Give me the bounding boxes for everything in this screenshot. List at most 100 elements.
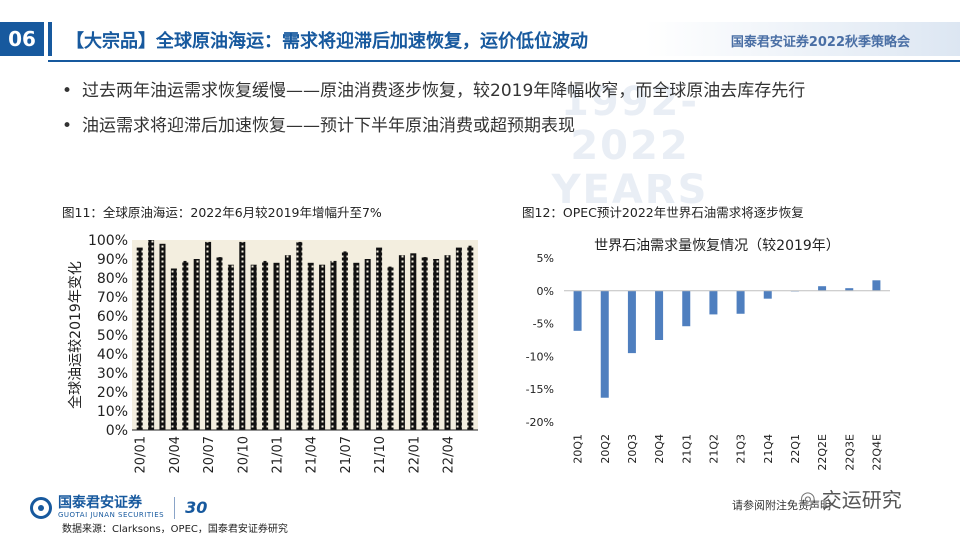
- y-tick-label: 10%: [97, 404, 128, 420]
- bullet-item: • 油运需求将迎滞后加速恢复——预计下半年原油消费或超预期表现: [62, 111, 805, 136]
- chart-11-svg: 0% 10% 20% 30% 40% 50% 60% 70% 80% 90% 100%全球油运较20…: [67, 233, 478, 473]
- y-tick-label: 70%: [97, 290, 128, 306]
- chart-11: 0% 10% 20% 30% 40% 50% 60% 70% 80% 90% 100% 全球油运较20…: [60, 224, 488, 490]
- disclaimer: 请参阅附注免责声明: [732, 499, 831, 512]
- y-axis-label: 全球油运较2019年变化: [67, 261, 84, 409]
- y-tick-label: 0%: [106, 423, 128, 439]
- bullet-text: 油运需求将迎滞后加速恢复——预计下半年原油消费或超预期表现: [82, 116, 575, 136]
- x-tick-label: 21Q4: [762, 434, 775, 464]
- y-tick-label: 40%: [97, 347, 128, 363]
- bar: [319, 264, 326, 430]
- bar: [655, 290, 664, 340]
- wechat-icon: ◎: [800, 488, 816, 509]
- y-tick-label: -20%: [526, 416, 554, 429]
- bullet-list: • 过去两年油运需求恢复缓慢——原油消费逐步恢复，较2019年降幅收窄，而全球原油…: [62, 76, 805, 146]
- x-tick-label: 21/01: [271, 436, 286, 473]
- x-tick-label: 20/04: [168, 436, 183, 473]
- bar: [284, 255, 291, 430]
- bar: [170, 268, 177, 430]
- bar: [307, 262, 314, 430]
- bar: [273, 262, 280, 430]
- logo-cn: 国泰君安证券: [58, 495, 142, 511]
- y-tick-label: -15%: [526, 383, 554, 396]
- y-tick-label: 20%: [97, 385, 128, 401]
- bar: [250, 264, 257, 430]
- anniversary-badge: 30: [185, 498, 208, 517]
- bar: [763, 290, 772, 299]
- bar: [330, 260, 337, 430]
- bar: [227, 264, 234, 430]
- bar: [216, 257, 223, 430]
- chart-12-svg: 世界石油需求量恢复情况（较2019年） 5% 0% -5% -10% -15% -20% 20…: [526, 237, 890, 471]
- bar: [262, 260, 269, 430]
- y-tick-label: 100%: [88, 233, 128, 249]
- data-source: 数据来源：Clarksons，OPEC，国泰君安证券研究: [62, 524, 288, 535]
- y-tick-label: 5%: [537, 252, 554, 265]
- chart-title: 世界石油需求量恢复情况（较2019年）: [594, 237, 840, 254]
- bar: [296, 241, 303, 430]
- figure-11-caption: 图11：全球原油海运：2022年6月较2019年增幅升至7%: [62, 205, 382, 220]
- header-bar: [48, 22, 960, 56]
- y-tick-label: 0%: [537, 285, 554, 298]
- x-tick-label: 22/04: [442, 436, 457, 473]
- conference-name: 国泰君安证券2022秋季策略会: [730, 35, 910, 50]
- bar: [387, 266, 394, 430]
- y-tick-label: 80%: [97, 271, 128, 287]
- y-tick-label: -5%: [533, 318, 554, 331]
- figure-12-caption: 图12：OPEC预计2022年世界石油需求将逐步恢复: [522, 205, 804, 220]
- bullet-item: • 过去两年油运需求恢复缓慢——原油消费逐步恢复，较2019年降幅收窄，而全球原油…: [62, 76, 805, 101]
- bar: [205, 241, 212, 430]
- bar: [455, 247, 462, 430]
- x-tick-label: 21Q2: [707, 434, 720, 464]
- logo-separator: [174, 496, 176, 519]
- logo-mark-icon: [30, 496, 52, 519]
- y-tick-label: 30%: [97, 366, 128, 382]
- bar: [398, 255, 405, 430]
- bar: [410, 253, 417, 430]
- x-tick-label: 21Q3: [735, 434, 748, 464]
- x-tick-label: 21Q1: [680, 434, 693, 464]
- bar: [600, 290, 609, 398]
- y-tick-label: -10%: [526, 350, 554, 363]
- chart-12: 世界石油需求量恢复情况（较2019年） 5% 0% -5% -10% -15% -20% 20…: [518, 224, 900, 490]
- bar: [193, 259, 200, 430]
- x-tick-label: 22Q1: [789, 434, 802, 464]
- wechat-account: ◎ 交运研究: [800, 484, 902, 513]
- bar: [709, 290, 718, 315]
- x-tick-label: 20/10: [236, 436, 251, 473]
- bar: [444, 255, 451, 430]
- header: 06 【大宗品】全球原油海运：需求将迎滞后加速恢复，运价低位波动 国泰君安证券2…: [0, 0, 960, 62]
- bar: [182, 260, 189, 430]
- bullet-dot-icon: •: [62, 116, 73, 136]
- y-tick-label: 50%: [97, 328, 128, 344]
- bar: [136, 247, 143, 430]
- x-tick-label: 20/01: [134, 436, 149, 473]
- bar: [159, 243, 166, 430]
- bar: [421, 257, 428, 430]
- bar: [376, 247, 383, 430]
- bar: [148, 240, 155, 430]
- logo-en: GUOTAI JUNAN SECURITIES: [58, 511, 165, 519]
- page-number: 06: [0, 22, 44, 56]
- bar: [239, 241, 246, 430]
- x-tick-label: 22Q3E: [843, 434, 856, 471]
- x-tick-label: 21/10: [373, 436, 388, 473]
- y-tick-label: 90%: [97, 252, 128, 268]
- page-title: 【大宗品】全球原油海运：需求将迎滞后加速恢复，运价低位波动: [66, 31, 588, 52]
- x-tick-label: 20Q4: [653, 434, 666, 464]
- x-tick-label: 20Q2: [599, 434, 612, 464]
- header-rule: [48, 60, 960, 62]
- bullet-dot-icon: •: [62, 81, 73, 101]
- x-tick-label: 22/01: [407, 436, 422, 473]
- bar: [818, 286, 827, 291]
- company-logo: 国泰君安证券 GUOTAI JUNAN SECURITIES 30: [30, 495, 207, 520]
- bar: [341, 251, 348, 430]
- bar: [353, 262, 360, 430]
- bar: [573, 290, 582, 331]
- plot-background: [132, 240, 478, 430]
- x-tick-label: 20Q3: [626, 434, 639, 464]
- x-tick-label: 22Q2E: [816, 434, 829, 471]
- x-tick-label: 21/07: [339, 436, 354, 473]
- bar: [736, 290, 745, 314]
- y-tick-label: 60%: [97, 309, 128, 325]
